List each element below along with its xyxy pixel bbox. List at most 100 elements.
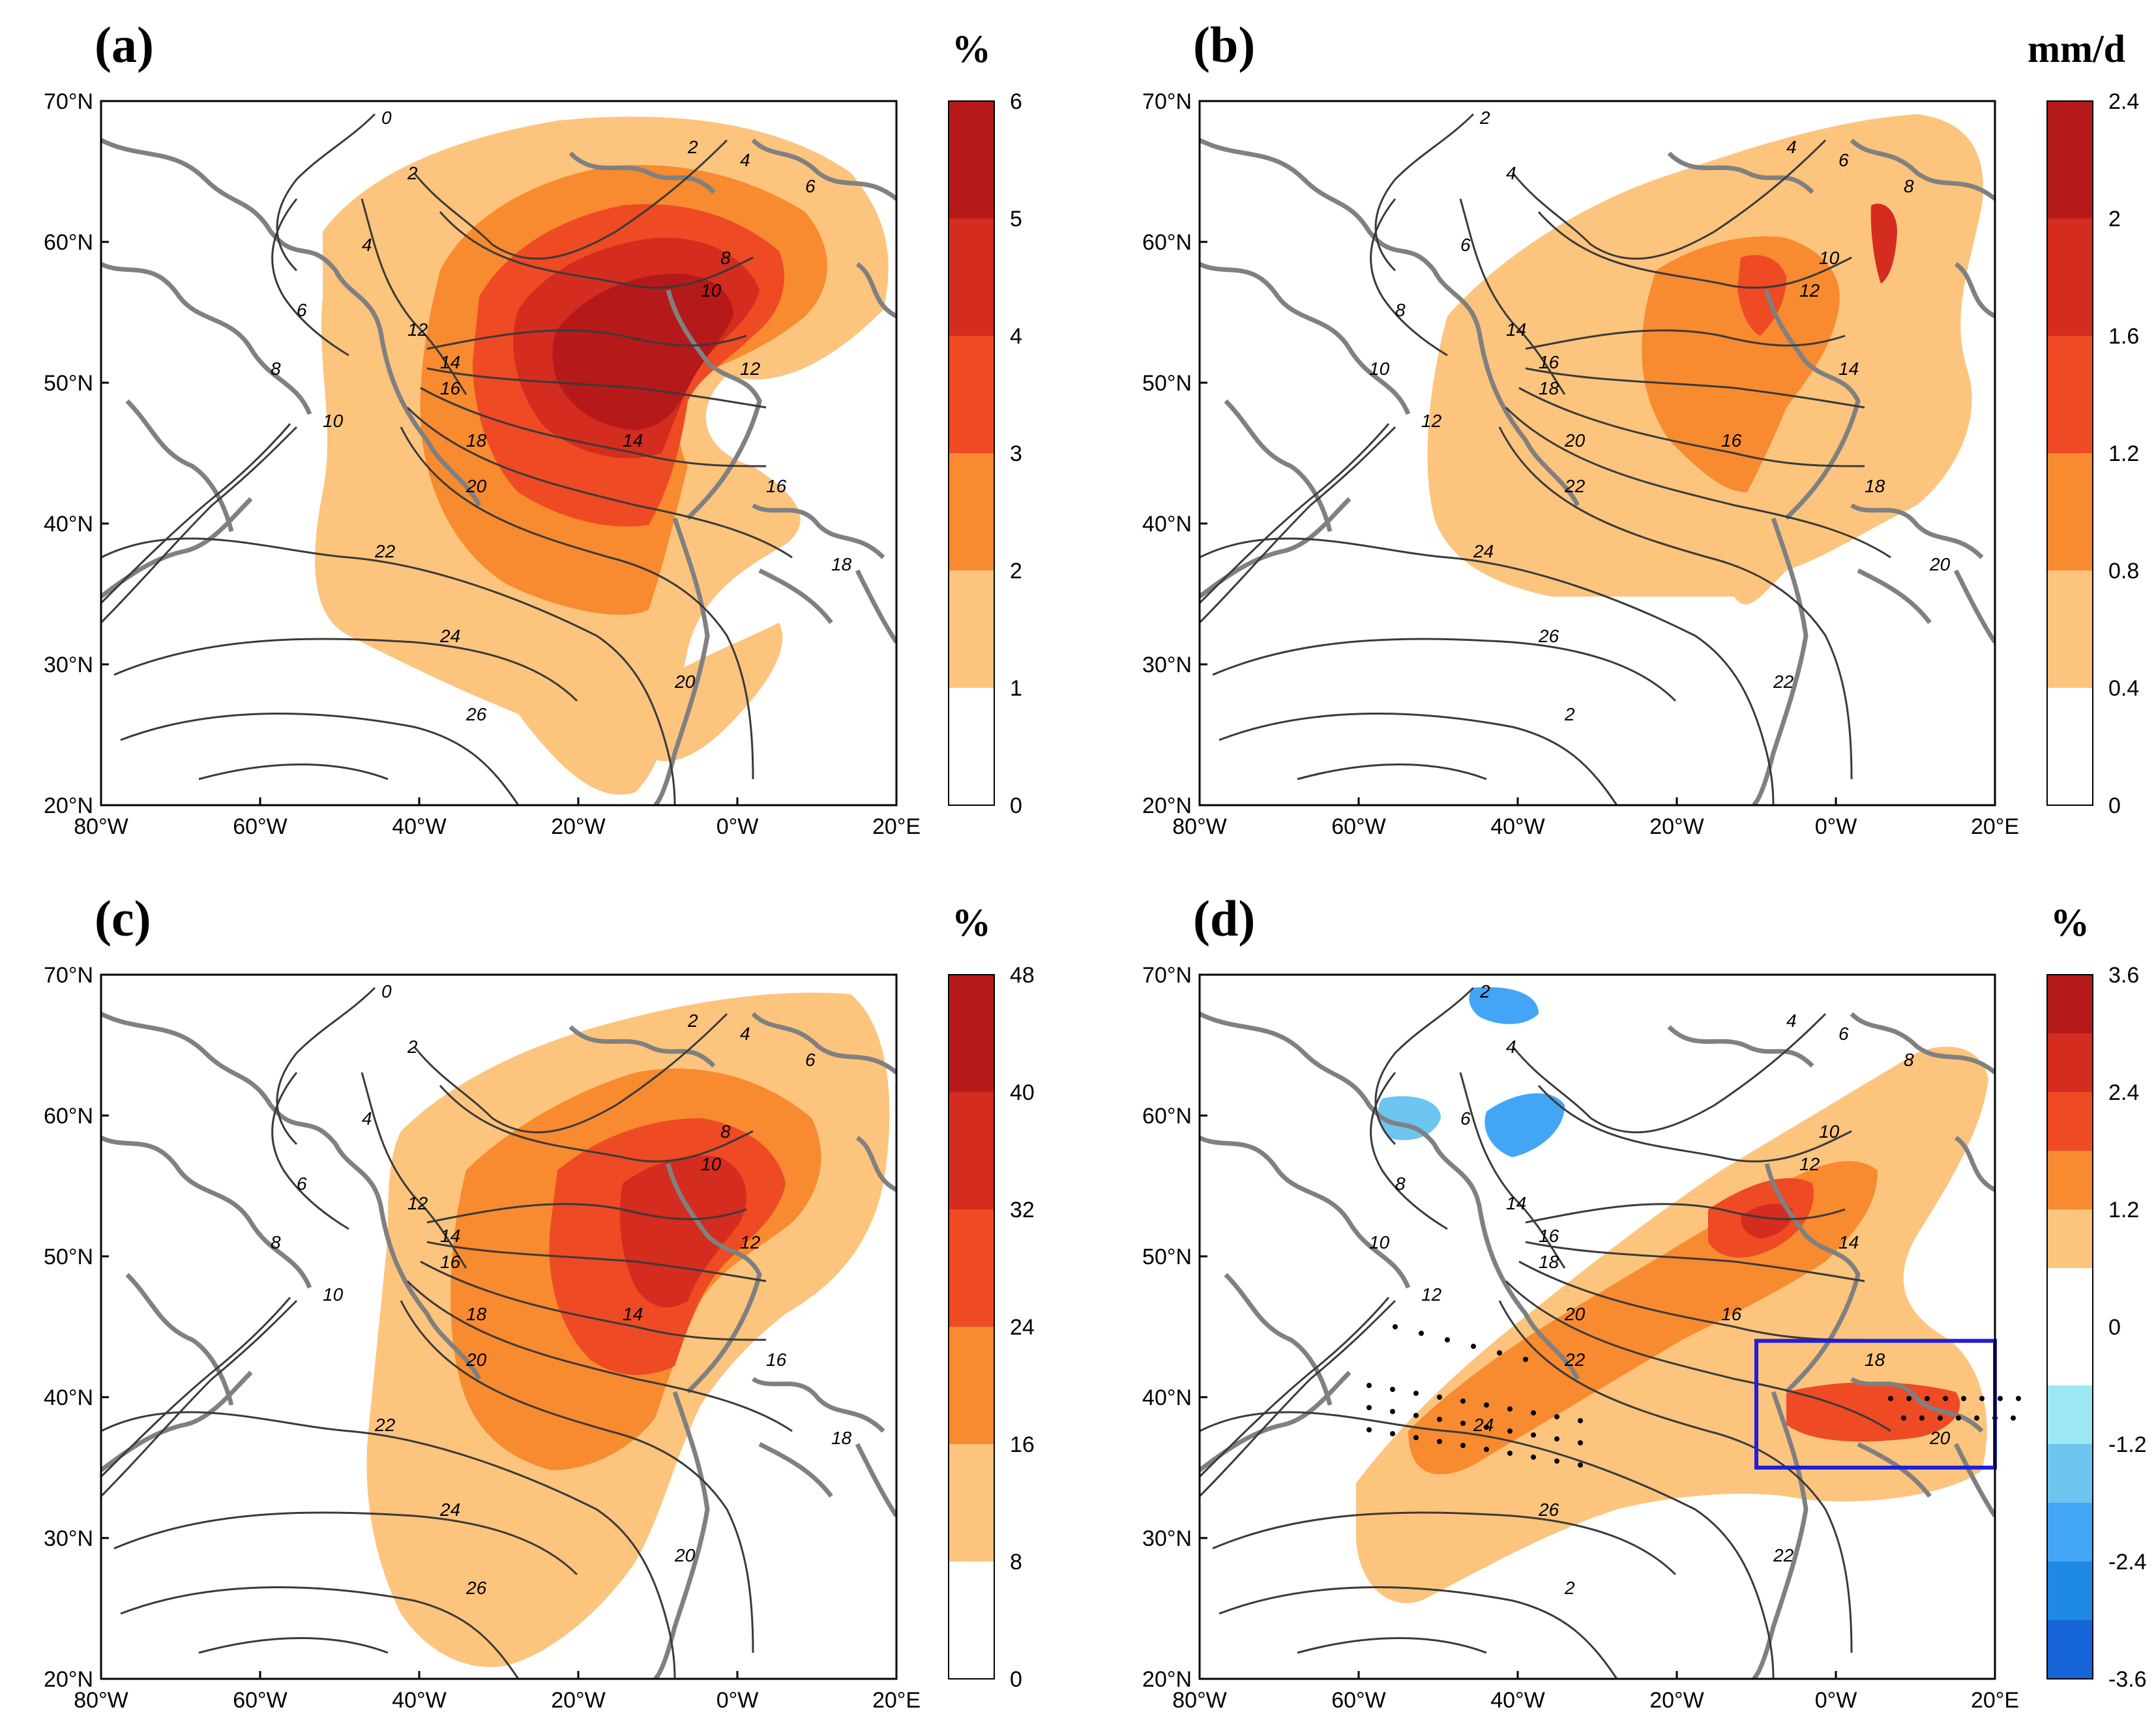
contour-label: 12 <box>407 1193 428 1213</box>
stipple-dot <box>1974 1415 1979 1421</box>
y-tick-label: 20°N <box>1142 793 1192 818</box>
contour-label: 16 <box>766 476 787 496</box>
contour-label: 20 <box>465 476 487 496</box>
x-tick-label: 20°E <box>872 1688 921 1713</box>
stipple-dot <box>2016 1396 2021 1401</box>
stipple-dot <box>1437 1417 1442 1422</box>
x-tick-label: 80°W <box>74 1688 128 1713</box>
x-tick-label: 80°W <box>74 814 128 839</box>
contour-label: 16 <box>1539 352 1559 372</box>
contour-label: 12 <box>740 359 761 379</box>
x-tick-label: 80°W <box>1172 1688 1227 1713</box>
stipple-dot <box>1507 1428 1513 1434</box>
colorbar-segment <box>2047 1151 2093 1209</box>
contour-label: 16 <box>440 1252 461 1272</box>
colorbar-segment <box>2047 1327 2093 1385</box>
contour-label: 6 <box>805 176 816 196</box>
colorbar-segment <box>949 1561 994 1679</box>
colorbar-segment <box>2047 1444 2093 1503</box>
panel-label: (b) <box>1193 16 1255 73</box>
contour-label: 24 <box>439 626 460 646</box>
contour-label: 18 <box>1865 476 1885 496</box>
y-tick-label: 30°N <box>1142 1526 1192 1551</box>
stipple-dot <box>1445 1337 1450 1342</box>
stipple-dot <box>1901 1415 1906 1421</box>
contour-label: 18 <box>1539 378 1559 398</box>
contour-label: 14 <box>1839 359 1859 379</box>
contour-label: 8 <box>1395 300 1406 320</box>
colorbar-segment <box>2047 336 2093 453</box>
colorbar-frame <box>948 100 995 806</box>
colorbar-tick-label: 48 <box>1010 963 1035 988</box>
colorbar-tick-label: 40 <box>1010 1080 1035 1105</box>
colorbar-unit: % <box>2050 901 2090 944</box>
contour-label: 6 <box>1839 150 1849 170</box>
contour-label: 18 <box>466 430 487 451</box>
contour-label: 8 <box>1904 1050 1914 1070</box>
y-tick-label: 40°N <box>1142 1385 1192 1410</box>
stipple-dot <box>1919 1415 1925 1421</box>
stipple-dot <box>1554 1436 1559 1442</box>
x-tick-label: 40°W <box>392 1688 447 1713</box>
y-tick-label: 60°N <box>1142 1104 1192 1129</box>
y-tick-label: 60°N <box>44 1104 93 1129</box>
colorbar-tick-label: 1.6 <box>2108 324 2139 349</box>
y-tick-label: 40°N <box>44 512 93 537</box>
y-tick-label: 60°N <box>1142 230 1192 255</box>
shading-layer <box>315 116 889 795</box>
stipple-dot <box>1413 1435 1419 1440</box>
contour-label: 6 <box>1839 1024 1849 1044</box>
contour-label: 6 <box>1460 1108 1471 1129</box>
colorbar-tick-label: 3.6 <box>2108 963 2139 988</box>
contour-label: 6 <box>1460 235 1471 255</box>
contour-label: 22 <box>374 1415 396 1435</box>
colorbar-segment <box>2047 1385 2093 1444</box>
shaded-region <box>620 1155 746 1308</box>
y-tick-label: 50°N <box>44 371 93 396</box>
colorbar-tick-label: 0 <box>2108 793 2121 818</box>
contour-label: 4 <box>740 1024 750 1044</box>
significance-dots <box>1366 1324 2021 1468</box>
x-tick-label: 60°W <box>1331 814 1386 839</box>
colorbar-segment <box>2047 1033 2093 1092</box>
shaded-region <box>552 273 733 430</box>
contour-label: 12 <box>1799 1154 1820 1174</box>
panel-d: 2468101214161820222426246810121416182022… <box>1142 890 2147 1713</box>
colorbar-tick-label: 0.8 <box>2108 559 2139 584</box>
y-tick-label: 50°N <box>44 1245 93 1269</box>
stipple-dot <box>1578 1418 1583 1423</box>
colorbar-segment <box>949 688 994 805</box>
stipple-dot <box>1390 1431 1395 1436</box>
contour-label: 22 <box>374 541 396 561</box>
colorbar-tick-label: 1.2 <box>2108 1198 2139 1222</box>
stipple-dot <box>1554 1458 1559 1464</box>
contour-label: 12 <box>407 319 428 340</box>
stipple-dot <box>1925 1396 1930 1401</box>
shaded-region <box>1870 203 1897 284</box>
contour-label: 12 <box>1421 411 1442 431</box>
y-tick-label: 50°N <box>1142 371 1192 396</box>
colorbar-tick-label: 2.4 <box>2108 1080 2139 1105</box>
stipple-dot <box>1460 1421 1466 1426</box>
shaded-region <box>1378 1096 1441 1140</box>
contour-label: 6 <box>805 1050 816 1070</box>
contour-label: 22 <box>1564 1350 1586 1370</box>
colorbar-segment <box>2047 1620 2093 1679</box>
contour-label: 4 <box>362 1108 372 1129</box>
y-tick-label: 70°N <box>1142 963 1192 988</box>
contour-label: 10 <box>323 411 344 431</box>
x-tick-label: 0°W <box>1815 1688 1857 1713</box>
colorbar-tick-label: 6 <box>1010 89 1022 114</box>
x-tick-label: 20°W <box>1649 1688 1704 1713</box>
stipple-dot <box>1413 1391 1419 1396</box>
stipple-dot <box>1554 1414 1559 1419</box>
contour-label: 16 <box>766 1350 787 1370</box>
shaded-region <box>1484 1093 1565 1157</box>
stipple-dot <box>1998 1396 2003 1401</box>
contour-label: 2 <box>1479 981 1490 1001</box>
stipple-dot <box>1484 1402 1489 1408</box>
contour-label: 10 <box>323 1284 344 1305</box>
stipple-dot <box>1460 1443 1466 1448</box>
colorbar-segment <box>2047 1209 2093 1268</box>
x-tick-label: 20°E <box>1971 814 2019 839</box>
